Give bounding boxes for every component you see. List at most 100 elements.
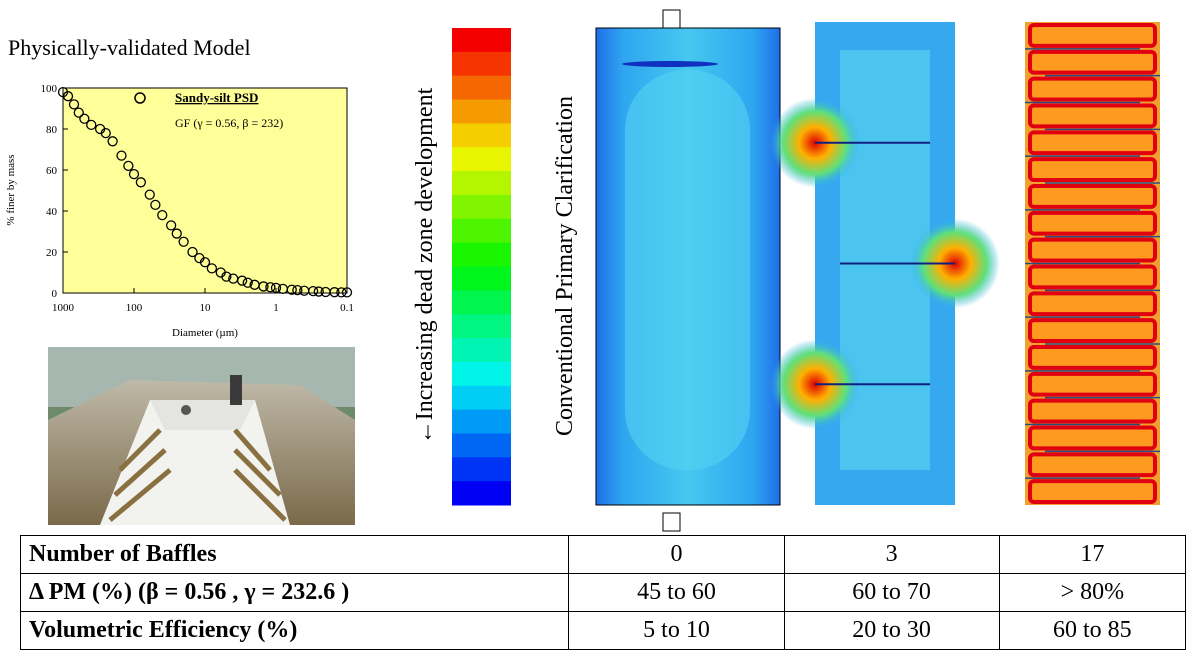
data-point xyxy=(199,257,211,268)
y-tick-label: 100 xyxy=(41,83,58,95)
data-point xyxy=(128,168,140,180)
colorbar-band xyxy=(452,194,511,220)
data-point xyxy=(270,282,282,294)
table-row: Δ PM (%) (β = 0.56 , γ = 232.6 ) 45 to 60… xyxy=(19,573,1186,612)
colorbar-band xyxy=(452,481,511,506)
cell xyxy=(1028,103,1157,129)
data-point xyxy=(265,282,276,293)
colorbar-band xyxy=(452,457,511,482)
data-point xyxy=(341,287,353,298)
data-point xyxy=(150,199,161,211)
colorbar-band xyxy=(452,51,511,77)
data-point xyxy=(62,91,74,102)
table-row: Volumetric Efficiency (%) 5 to 10 20 to 30… xyxy=(19,611,1186,650)
cell xyxy=(1028,76,1157,102)
x-tick-label: 100 xyxy=(126,302,143,314)
colorbar-band xyxy=(452,290,511,315)
table-cell: 45 to 60 xyxy=(568,573,785,612)
annotation: GF (γ = 0.56, β = 232) xyxy=(175,116,283,130)
table-cell: 20 to 30 xyxy=(783,611,1000,650)
table-cell: 60 to 85 xyxy=(998,611,1186,650)
data-point xyxy=(73,107,84,118)
cell xyxy=(1028,345,1157,370)
table-cell: 17 xyxy=(998,535,1186,574)
data-point xyxy=(86,119,97,131)
colorbar-band xyxy=(452,75,511,101)
results-table: Number of Baffles 0 3 17 Δ PM (%) (β = 0.56 … xyxy=(19,535,1186,650)
data-point xyxy=(236,275,248,286)
figure: Physically-validated Model Diameter (µm)… xyxy=(5,9,1160,532)
data-point xyxy=(292,284,303,296)
colorbar-band xyxy=(452,242,511,267)
x-tick-label: 1000 xyxy=(52,302,75,314)
colorbar-band xyxy=(452,266,511,291)
x-axis-label: Diameter (µm) xyxy=(172,327,238,339)
colorbar-band xyxy=(452,385,511,411)
x-tick-label: 0.1 xyxy=(340,302,354,314)
colorbar-band xyxy=(452,361,511,387)
cell xyxy=(1028,371,1157,397)
photo xyxy=(48,347,355,525)
cell xyxy=(1028,264,1157,290)
data-point xyxy=(221,271,232,282)
data-point xyxy=(307,286,319,297)
x-tick-label: 1 xyxy=(273,302,279,314)
cell xyxy=(1028,237,1157,263)
data-point xyxy=(336,287,347,298)
cell xyxy=(1028,130,1157,156)
colorbar-band xyxy=(452,28,511,53)
cell xyxy=(1028,318,1157,343)
cfd-panel-0-baffles xyxy=(595,9,781,532)
data-point xyxy=(329,287,340,298)
cell xyxy=(1028,398,1157,424)
table-cell: 5 to 10 xyxy=(568,611,785,650)
colorbar-band xyxy=(452,409,511,434)
colorbar-band xyxy=(452,99,511,124)
table-cell: 60 to 70 xyxy=(783,573,1000,612)
data-point xyxy=(178,236,189,247)
data-point xyxy=(144,189,155,200)
plot-area xyxy=(62,87,348,294)
data-point xyxy=(242,277,253,288)
data-point xyxy=(107,136,118,147)
data-point xyxy=(206,263,218,274)
data-point xyxy=(123,160,134,172)
y-tick-label: 60 xyxy=(46,165,58,177)
colorbar-band xyxy=(452,123,511,148)
data-point xyxy=(157,209,168,221)
data-point xyxy=(171,228,182,239)
table-row: Number of Baffles 0 3 17 xyxy=(19,535,1186,574)
cell xyxy=(1028,479,1157,504)
cell xyxy=(1028,425,1157,451)
colorbar-band xyxy=(452,171,511,196)
row-header: Number of Baffles xyxy=(19,535,570,574)
panel-label: Conventional Primary Clarification xyxy=(552,96,578,436)
cell xyxy=(1028,184,1157,209)
y-axis-label: % finer by mass xyxy=(5,154,17,225)
data-point xyxy=(258,281,269,292)
colorbar-band xyxy=(452,218,511,244)
y-tick-label: 80 xyxy=(46,124,58,136)
cell xyxy=(1028,452,1157,478)
cell xyxy=(1028,49,1157,75)
colorbar-band xyxy=(452,338,511,363)
cell xyxy=(1028,291,1157,317)
legend-label: Sandy-silt PSD xyxy=(175,90,258,105)
data-point xyxy=(79,113,90,124)
data-point xyxy=(313,286,324,297)
cell xyxy=(1028,157,1157,183)
y-tick-label: 40 xyxy=(46,206,58,218)
colorbar-band xyxy=(452,314,511,339)
cfd-panel-3-baffles xyxy=(770,22,1000,505)
cell xyxy=(1028,210,1157,236)
data-point xyxy=(187,246,198,258)
data-point xyxy=(286,284,297,295)
heading: Physically-validated Model xyxy=(8,35,251,60)
y-tick-label: 0 xyxy=(52,288,58,300)
cfd-panel-17-baffles xyxy=(1025,22,1160,505)
table-cell: 0 xyxy=(568,535,785,574)
colorbar-band xyxy=(452,147,511,172)
x-tick-label: 10 xyxy=(200,302,212,314)
legend-marker xyxy=(134,92,146,104)
